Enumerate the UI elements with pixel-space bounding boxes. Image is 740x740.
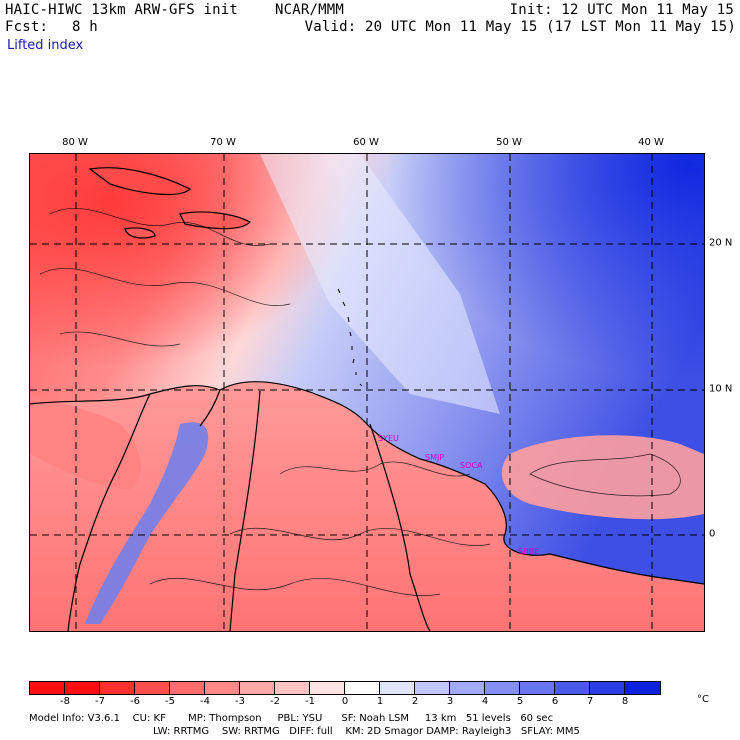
forecast-label: Fcst:: [5, 19, 49, 35]
colorbar-swatch: [30, 682, 65, 694]
stable-band: [260, 154, 500, 414]
coastlines: [30, 167, 704, 631]
colorbar-swatch: [170, 682, 205, 694]
contour-lines: [39, 208, 681, 596]
lifted-index-map: SYEU SMJP SOCA SBBE: [30, 154, 704, 631]
cuba-island: [90, 167, 190, 195]
lat-label-equator: 0: [709, 528, 716, 540]
colorbar-tick-label: 1: [376, 696, 384, 707]
lat-lon-grid: [30, 154, 704, 631]
colorbar-unit: °C: [697, 694, 709, 705]
colorbar-tick-label: 6: [551, 696, 559, 707]
station-syeu: SYEU: [378, 434, 399, 443]
colorbar-swatch: [485, 682, 520, 694]
station-soca: SOCA: [460, 461, 483, 470]
model-title: HAIC-HIWC 13km ARW-GFS init: [5, 2, 238, 18]
colorbar-tick-label: -5: [165, 696, 175, 707]
colorbar-swatch: [135, 682, 170, 694]
colorbar-swatch: [310, 682, 345, 694]
lon-label-40w: 40 W: [638, 137, 664, 148]
jamaica-island: [125, 227, 155, 238]
colorbar-tick-label: 2: [411, 696, 419, 707]
colorbar-tick-label: -1: [305, 696, 315, 707]
colorbar-tick-label: -2: [270, 696, 280, 707]
lat-label-10n: 10 N: [709, 383, 733, 395]
colorbar-swatch: [625, 682, 660, 694]
colorbar-tick-label: 8: [621, 696, 629, 707]
station-sbbe: SBBE: [518, 547, 539, 556]
lon-label-70w: 70 W: [210, 137, 236, 148]
colorbar-tick-label: -4: [200, 696, 210, 707]
colorbar-tick-label: -3: [235, 696, 245, 707]
colorbar-tick-label: 5: [516, 696, 524, 707]
colorbar-swatch: [100, 682, 135, 694]
colorbar-swatch: [65, 682, 100, 694]
lat-label-20n: 20 N: [709, 237, 733, 249]
colorbar-swatch: [205, 682, 240, 694]
colorbar-tick-label: 3: [446, 696, 454, 707]
station-labels: SYEU SMJP SOCA SBBE: [378, 434, 539, 556]
colorbar-swatch: [380, 682, 415, 694]
colorbar-tick-label: -7: [95, 696, 105, 707]
field-name: Lifted index: [7, 38, 84, 53]
colorbar-tick-label: 4: [481, 696, 489, 707]
lesser-antilles: [337, 288, 363, 387]
colorbar-swatch: [590, 682, 625, 694]
colorbar-tick-label: -6: [130, 696, 140, 707]
colorbar-swatch: [415, 682, 450, 694]
colorbar-swatch: [240, 682, 275, 694]
colorbar-swatch: [450, 682, 485, 694]
model-info-line2: LW: RRTMG SW: RRTMG DIFF: full KM: 2D Sm…: [153, 726, 580, 737]
lon-label-60w: 60 W: [353, 137, 379, 148]
central-america-land: [30, 394, 141, 489]
station-smjp: SMJP: [425, 453, 444, 462]
andes-stable-streak: [85, 422, 209, 624]
forecast-hour: 8 h: [72, 19, 98, 35]
colorbar-tick-label: 7: [586, 696, 594, 707]
organization: NCAR/MMM: [275, 2, 345, 18]
init-time: Init: 12 UTC Mon 11 May 15: [509, 2, 734, 18]
model-info-line1: Model Info: V3.6.1 CU: KF MP: Thompson P…: [29, 713, 554, 724]
itcz-unstable-area: [501, 435, 704, 520]
colorbar-tick-label: 0: [341, 696, 349, 707]
colorbar-swatch: [345, 682, 380, 694]
colorbar-swatch: [520, 682, 555, 694]
colorbar: [29, 681, 661, 695]
lon-label-50w: 50 W: [496, 137, 522, 148]
colorbar-tick-label: -8: [60, 696, 70, 707]
colorbar-swatch: [555, 682, 590, 694]
valid-time: Valid: 20 UTC Mon 11 May 15 (17 LST Mon …: [304, 19, 736, 35]
colorbar-swatch: [275, 682, 310, 694]
lon-label-80w: 80 W: [62, 137, 88, 148]
map-panel: SYEU SMJP SOCA SBBE: [29, 153, 705, 632]
